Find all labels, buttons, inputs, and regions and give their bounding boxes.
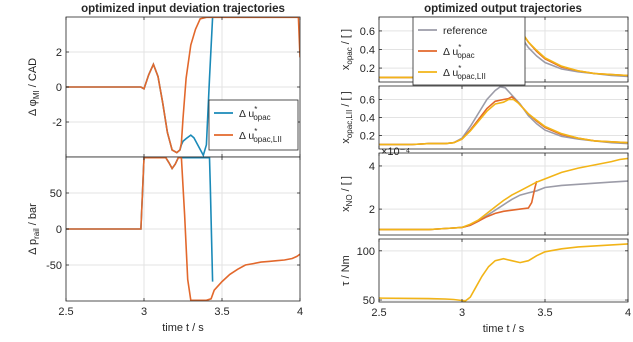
chart-title: optimized output trajectories: [424, 3, 582, 15]
y-tick-label: 0.4: [360, 45, 375, 57]
chart-panel-input-top: -2 0 2 Δ φMI / CAD optimized input deviation…: [27, 3, 300, 157]
x-axis-label: time t / s: [483, 323, 525, 335]
y-tick-label: 50: [50, 188, 62, 200]
chart-panel-out-2: 0.2 0.4 0.6 xopac,LII / [ ]: [340, 86, 628, 149]
y-tick-label: 50: [363, 295, 375, 307]
y-tick-label: 0.6: [360, 95, 375, 107]
x-tick-label: 3.5: [537, 307, 552, 319]
x-tick-label: 4: [625, 307, 631, 319]
y-tick-label: -50: [46, 260, 62, 272]
chart-panel-out-3: 2 4 xNO / [ ] ×10⁻⁴: [340, 146, 628, 235]
y-tick-label: 0.2: [360, 131, 375, 143]
y-axis-label: xNO / [ ]: [340, 176, 354, 212]
y-tick-label: -2: [52, 117, 62, 129]
y-tick-label: 0.6: [360, 26, 375, 38]
chart-panel-out-4: 50 100 2.5 3 3.5 4 τ / Nm time t / s: [340, 239, 631, 335]
chart-panel-out-1: 0.2 0.4 0.6 xopac / [ ] optimized output tra…: [340, 3, 628, 85]
y-axis-label: Δ φMI / CAD: [27, 58, 41, 116]
y-axis-label: Δ prail / bar: [27, 203, 41, 255]
y-tick-label: 2: [56, 47, 62, 59]
chart-panel-input-bottom: -50 0 50 2.5 3 3.5 4 Δ prail / bar time t / s: [27, 157, 303, 334]
exponent-label: ×10⁻⁴: [381, 146, 410, 158]
x-tick-label: 2.5: [58, 306, 73, 318]
x-tick-label: 3.5: [214, 306, 229, 318]
legend-label: reference: [443, 25, 488, 37]
y-tick-label: 0.4: [360, 113, 375, 125]
y-tick-label: 4: [369, 161, 375, 173]
x-tick-label: 3: [141, 306, 147, 318]
chart-title: optimized input deviation trajectories: [81, 3, 285, 15]
y-tick-label: 2: [369, 204, 375, 216]
x-axis-label: time t / s: [162, 322, 204, 334]
y-tick-label: 0: [56, 82, 62, 94]
x-tick-label: 3: [459, 307, 465, 319]
y-axis-label: τ / Nm: [340, 255, 352, 286]
y-axis-label: xopac / [ ]: [340, 29, 354, 70]
x-tick-label: 2.5: [371, 307, 386, 319]
y-tick-label: 0: [56, 224, 62, 236]
y-tick-label: 0.2: [360, 63, 375, 75]
x-tick-label: 4: [297, 306, 303, 318]
y-tick-label: 100: [357, 246, 375, 258]
y-axis-label: xopac,LII / [ ]: [340, 91, 354, 143]
